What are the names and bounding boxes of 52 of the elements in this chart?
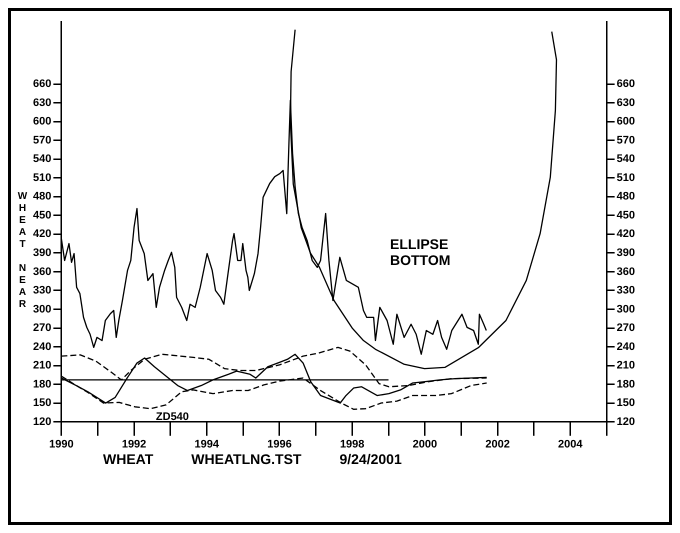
x-tick-label: 1998: [340, 438, 364, 450]
y2-tick-label: 510: [616, 172, 636, 184]
y2-tick-label: 330: [616, 284, 636, 297]
y2-tick-label: 390: [616, 246, 636, 259]
y-tick-label: 360: [32, 266, 52, 278]
x-tick-label: 2004: [558, 438, 584, 450]
y-tick-label: 660: [32, 78, 52, 90]
annotation: ELLIPSE BOTTOM: [390, 236, 452, 268]
y2-tick-label: 360: [616, 266, 636, 278]
x-tick-label: 2000: [412, 438, 438, 450]
y2-tick-label: 570: [616, 134, 636, 146]
y2-tick-label: 120: [616, 416, 636, 428]
y2-tick-label: 270: [616, 322, 636, 334]
y-tick-label: 240: [32, 340, 52, 353]
series-label: ZD540: [156, 411, 189, 424]
y-tick-label: 450: [32, 209, 52, 222]
y2-tick-label: 150: [616, 397, 636, 410]
x-tick-label: 1990: [49, 438, 74, 450]
y-tick-label: 510: [32, 172, 52, 184]
y-tick-label: 330: [32, 284, 52, 297]
x-tick-label: 1996: [267, 438, 292, 450]
y2-tick-label: 630: [616, 96, 636, 109]
y2-tick-label: 540: [616, 153, 636, 166]
y-tick-label: 600: [32, 116, 52, 128]
text: WHEATLNG.TST: [191, 451, 302, 467]
y2-tick-label: 420: [616, 228, 636, 240]
y2-tick-label: 660: [616, 78, 636, 90]
y-tick-label: 150: [32, 397, 52, 410]
y2-tick-label: 180: [616, 378, 636, 390]
text: WHEAT: [103, 451, 154, 467]
y-tick-label: 120: [32, 416, 52, 428]
y-tick-label: 480: [32, 190, 52, 203]
y2-tick-label: 480: [616, 190, 636, 203]
x-tick-label: 1992: [122, 438, 146, 450]
y-tick-label: 270: [32, 322, 52, 334]
y2-tick-label: 240: [616, 340, 636, 353]
text: 9/24/2001: [339, 451, 402, 467]
x-tick-label: 2002: [485, 438, 510, 450]
y-tick-label: 300: [32, 303, 52, 316]
y-axis-title: WHEAT NEAR: [17, 191, 28, 311]
y-tick-label: 570: [32, 134, 52, 146]
y2-tick-label: 450: [616, 209, 636, 222]
y2-tick-label: 210: [616, 360, 636, 372]
y2-tick-label: 600: [616, 116, 636, 128]
y-tick-label: 210: [32, 360, 52, 372]
y-tick-label: 630: [32, 96, 52, 109]
y-tick-label: 420: [32, 228, 52, 240]
y-tick-label: 390: [32, 246, 52, 259]
x-tick-label: 1994: [194, 438, 220, 450]
y2-tick-label: 300: [616, 303, 636, 316]
y-tick-label: 540: [32, 153, 52, 166]
y-tick-label: 180: [32, 378, 52, 390]
